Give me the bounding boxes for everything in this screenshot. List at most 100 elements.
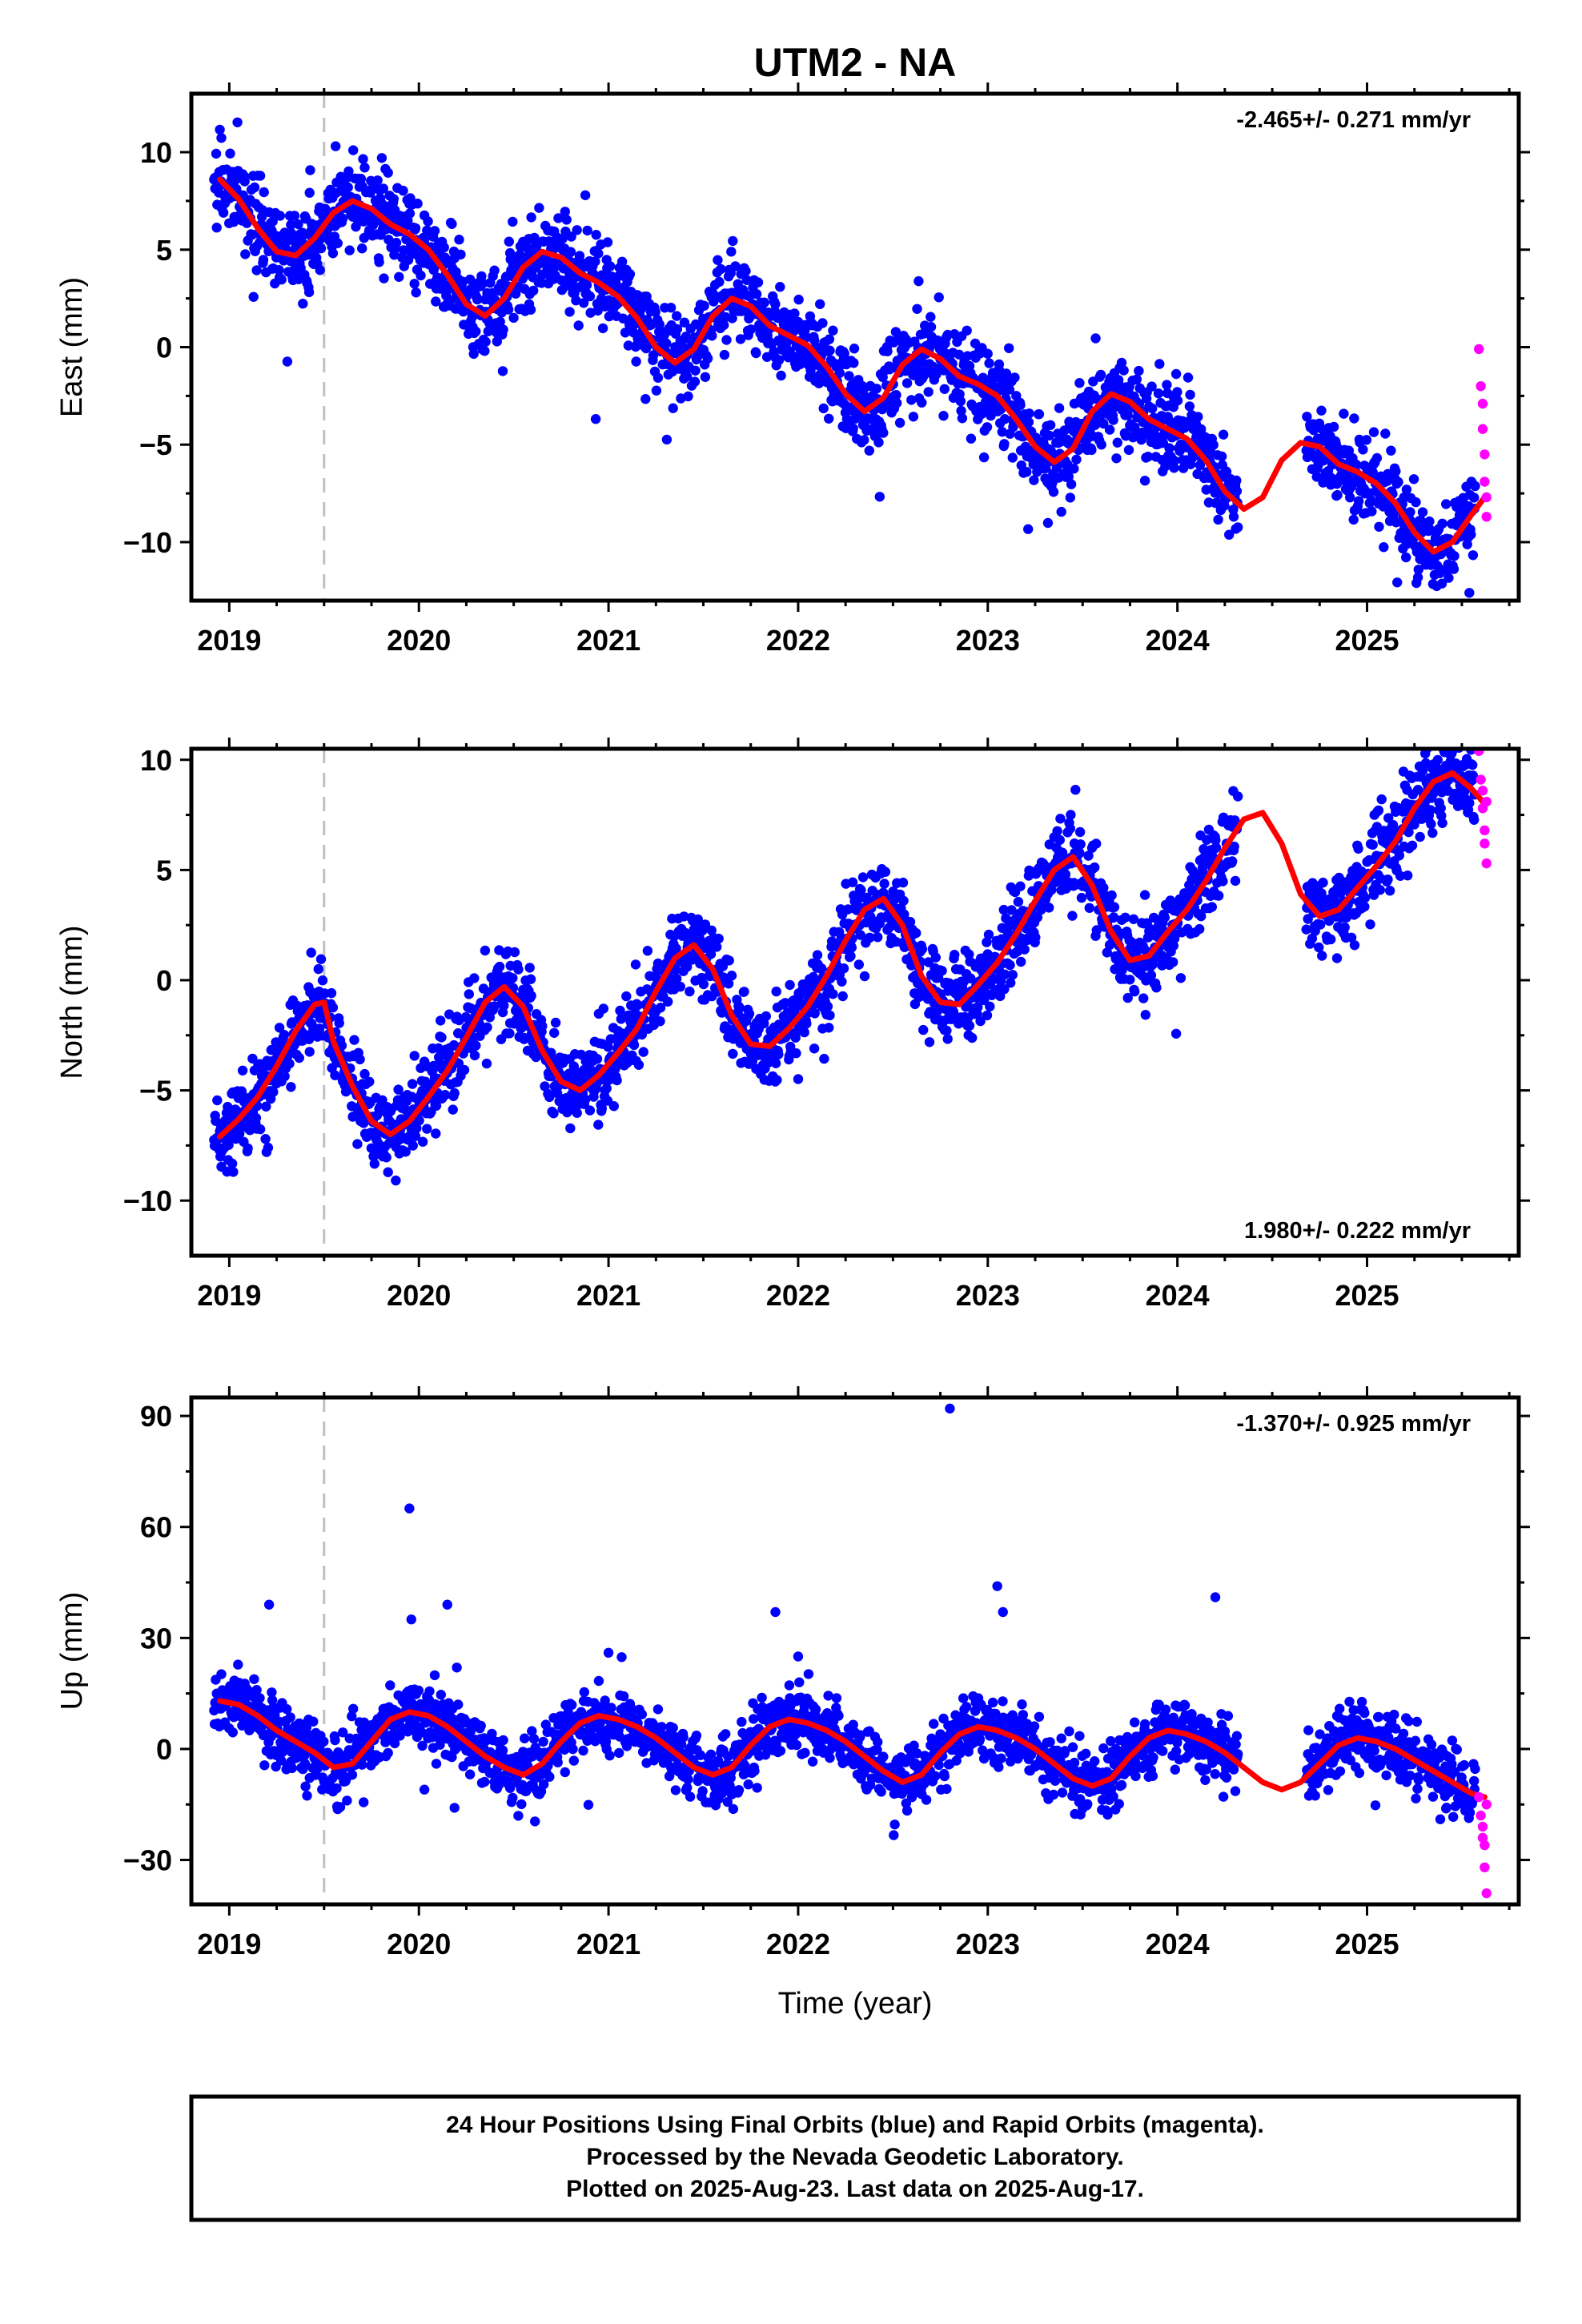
final-orbit-point — [412, 199, 423, 209]
final-orbit-point — [268, 1087, 279, 1097]
final-orbit-point — [1432, 754, 1443, 766]
final-orbit-point — [1169, 463, 1179, 473]
final-orbit-point — [275, 1755, 287, 1766]
final-orbit-point — [279, 1030, 290, 1040]
final-orbit-point — [1229, 841, 1239, 852]
final-orbit-point — [297, 227, 307, 238]
final-orbit-point — [581, 279, 592, 291]
final-orbit-point — [1146, 381, 1157, 392]
final-orbit-point — [248, 292, 259, 302]
final-orbit-point — [845, 951, 856, 962]
final-orbit-point — [1134, 365, 1144, 376]
final-orbit-point — [279, 1071, 290, 1082]
final-orbit-point — [508, 973, 518, 983]
final-orbit-point — [638, 1047, 648, 1057]
final-orbit-point — [1007, 970, 1018, 980]
chart-title: UTM2 - NA — [754, 40, 957, 85]
final-orbit-point — [598, 1003, 608, 1014]
final-orbit-point — [260, 1134, 271, 1144]
final-orbit-point — [251, 1112, 262, 1124]
final-orbit-point — [1154, 359, 1165, 369]
final-orbit-point — [1214, 891, 1224, 901]
final-orbit-point — [1122, 410, 1133, 420]
final-orbit-point — [603, 1042, 613, 1052]
final-orbit-point — [286, 219, 296, 230]
final-orbit-point — [925, 1007, 935, 1017]
final-orbit-point — [610, 1063, 620, 1074]
final-orbit-point — [926, 322, 937, 332]
final-orbit-point — [251, 1685, 262, 1695]
final-orbit-point — [682, 962, 693, 972]
final-orbit-point — [719, 320, 729, 331]
final-orbit-point — [917, 397, 927, 408]
final-orbit-point — [572, 1108, 582, 1118]
final-orbit-point — [892, 398, 902, 408]
final-orbit-point — [654, 319, 665, 330]
plot-area — [209, 749, 1492, 1256]
final-orbit-point — [1403, 870, 1413, 881]
final-orbit-point — [597, 323, 608, 334]
final-orbit-point — [580, 1094, 591, 1105]
rapid-orbits-points — [1474, 344, 1492, 522]
final-orbit-point — [459, 1064, 470, 1076]
final-orbit-point — [1185, 389, 1195, 400]
final-orbit-point — [1359, 901, 1370, 912]
final-orbit-point — [1044, 903, 1054, 913]
final-orbit-point — [665, 303, 677, 313]
final-orbit-point — [1391, 517, 1402, 528]
final-orbit-point — [1010, 372, 1020, 383]
final-orbit-point — [436, 1015, 446, 1026]
final-orbit-point — [874, 492, 885, 502]
final-orbit-point — [227, 1158, 238, 1169]
y-axis-label: North (mm) — [55, 925, 89, 1079]
final-orbit-point — [374, 257, 384, 267]
final-orbit-point — [937, 966, 947, 976]
final-orbit-point — [817, 318, 828, 328]
final-orbit-point — [1019, 944, 1030, 955]
final-orbit-point — [761, 352, 773, 362]
final-orbit-point — [655, 1003, 666, 1013]
final-orbit-point — [359, 1068, 370, 1080]
final-orbit-point — [1345, 493, 1355, 503]
final-orbit-point — [565, 247, 576, 257]
final-orbit-point — [1051, 462, 1062, 472]
final-orbit-point — [726, 247, 737, 257]
final-orbit-point — [1376, 794, 1387, 805]
final-orbit-point — [225, 148, 235, 159]
final-orbit-point — [982, 422, 993, 432]
final-orbit-point — [508, 216, 518, 227]
final-orbit-point — [267, 216, 278, 227]
final-orbit-point — [1415, 831, 1425, 842]
final-orbit-point — [1142, 452, 1154, 462]
final-orbit-point — [447, 219, 457, 229]
x-tick-label: 2025 — [1335, 1279, 1399, 1312]
final-orbit-point — [1131, 374, 1142, 384]
final-orbit-point — [282, 1704, 292, 1715]
final-orbit-point — [776, 370, 786, 381]
final-orbit-point — [560, 207, 570, 217]
final-orbit-point — [1147, 403, 1158, 414]
final-orbit-point — [772, 1075, 782, 1085]
y-tick-label: 0 — [156, 964, 172, 997]
final-orbit-point — [249, 1674, 259, 1684]
final-orbit-point — [655, 1016, 665, 1027]
final-orbit-point — [216, 1669, 227, 1679]
final-orbit-point — [905, 917, 916, 927]
final-orbit-point — [918, 1024, 929, 1035]
final-orbit-point — [848, 423, 858, 434]
final-orbit-point — [352, 1139, 363, 1149]
final-orbit-point — [480, 346, 490, 356]
final-orbit-point — [407, 1079, 418, 1089]
final-orbit-point — [1464, 588, 1475, 598]
y-axis-label: East (mm) — [55, 277, 89, 417]
final-orbit-point — [469, 973, 480, 983]
final-orbit-point — [730, 261, 741, 271]
final-orbit-point — [359, 1797, 369, 1807]
final-orbit-point — [741, 275, 752, 285]
final-orbit-point — [745, 324, 757, 335]
final-orbit-point — [759, 297, 769, 308]
final-orbit-point — [1151, 983, 1162, 993]
final-orbit-point — [334, 1018, 344, 1028]
final-orbit-point — [761, 1011, 771, 1022]
